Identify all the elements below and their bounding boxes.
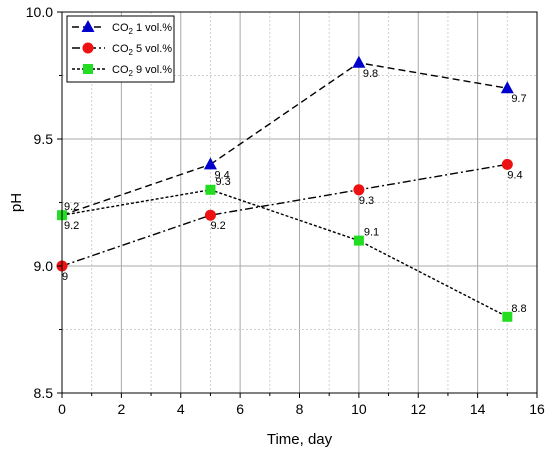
data-point: [352, 55, 366, 68]
data-label: 9.2: [210, 220, 225, 232]
legend-label: CO2 9 vol.%: [112, 64, 172, 78]
data-label: 9.3: [215, 176, 230, 188]
legend-marker: [81, 20, 95, 32]
x-tick-label: 0: [58, 401, 66, 417]
series-markers: [56, 55, 514, 322]
data-point: [353, 235, 364, 246]
series-lines: [61, 62, 508, 318]
y-axis-label: pH: [8, 193, 25, 212]
data-point: [502, 311, 513, 322]
legend-label: CO2 5 vol.%: [112, 43, 172, 57]
data-point: [501, 158, 513, 170]
data-label: 9.4: [214, 169, 229, 181]
legend-marker: [83, 64, 93, 74]
x-tick-label: 16: [529, 401, 545, 417]
data-point: [203, 157, 217, 170]
data-point: [353, 184, 365, 196]
series-line-extension: [61, 163, 211, 216]
x-tick-label: 4: [177, 401, 185, 417]
data-label: 9.3: [359, 195, 374, 207]
legend-label: CO2 1 vol.%: [112, 22, 172, 36]
x-tick-label: 2: [117, 401, 125, 417]
x-tick-label: 12: [410, 401, 426, 417]
data-point: [205, 184, 216, 195]
y-tick-label: 9.0: [34, 258, 54, 274]
x-tick-label: 14: [470, 401, 486, 417]
data-label: 9.1: [364, 227, 379, 239]
series-line-3: [61, 189, 508, 318]
x-tick-label: 6: [236, 401, 244, 417]
data-label: 9.8: [363, 68, 378, 80]
data-point: [204, 209, 216, 221]
y-tick-label: 9.5: [34, 131, 54, 147]
data-point: [500, 81, 514, 94]
y-tick-label: 10.0: [26, 4, 53, 20]
data-label: 9: [62, 271, 68, 283]
series-line-2: [61, 163, 508, 267]
data-label: 9.4: [507, 169, 522, 181]
data-label: 9.7: [511, 93, 526, 105]
legend-marker: [82, 42, 94, 54]
data-label: 8.8: [511, 303, 526, 315]
data-labels: 9.49.89.799.29.39.49.29.39.18.89.2: [62, 68, 527, 315]
y-tick-label: 8.5: [34, 385, 54, 401]
x-tick-label: 10: [351, 401, 367, 417]
legend: CO2 1 vol.% CO2 5 vol.% CO2 9 vol.%: [66, 15, 175, 83]
axis-ticks: 0 2 4 6 8 10 12 14 16 8.5 9.0 9.5 10.0: [26, 4, 545, 417]
data-label: 9.2: [64, 220, 79, 232]
x-tick-label: 8: [296, 401, 304, 417]
data-label: 9.2: [64, 201, 79, 213]
x-axis-label: Time, day: [267, 431, 333, 448]
